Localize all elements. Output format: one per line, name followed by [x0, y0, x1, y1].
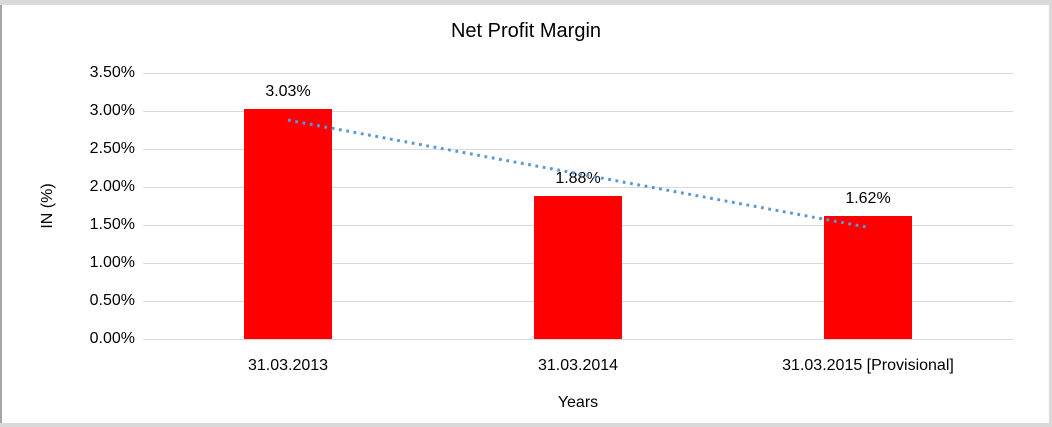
gridline	[143, 186, 1013, 188]
y-tick-label: 2.50%	[89, 140, 135, 157]
y-tick-label: 2.00%	[89, 178, 135, 195]
y-tick-label: 1.00%	[89, 254, 135, 271]
x-axis-title: Years	[557, 394, 599, 411]
gridline	[143, 110, 1013, 112]
x-category-label: 31.03.2014	[537, 357, 619, 374]
y-tick-label: 0.00%	[89, 330, 135, 347]
x-category-label: 31.03.2015 [Provisional]	[782, 357, 954, 374]
gridline	[143, 148, 1013, 150]
gridline	[143, 338, 1013, 340]
y-tick-label: 1.50%	[89, 216, 135, 233]
bar-value-label: 1.62%	[845, 189, 891, 207]
bar	[244, 108, 332, 339]
bar-value-label: 3.03%	[265, 82, 311, 100]
y-tick-label: 3.50%	[89, 64, 135, 81]
chart-title: Net Profit Margin	[450, 20, 602, 42]
bar	[534, 196, 622, 339]
y-tick-label: 3.00%	[89, 102, 135, 119]
trendline	[287, 118, 869, 229]
plot-area: 3.03% 1.88% 1.62%	[143, 72, 1013, 340]
gridline	[143, 72, 1013, 74]
bar	[824, 215, 912, 339]
x-category-label: 31.03.2013	[247, 357, 329, 374]
y-tick-label: 0.50%	[89, 292, 135, 309]
